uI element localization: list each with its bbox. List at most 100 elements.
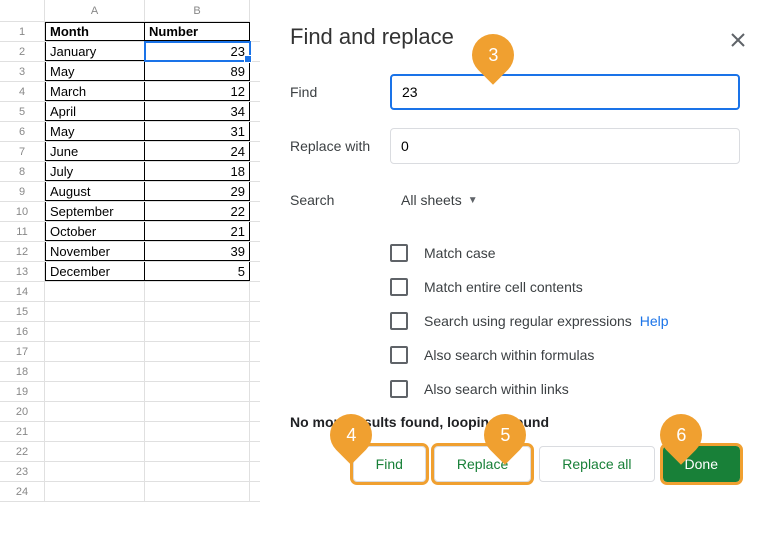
table-row-empty: 20 bbox=[0, 402, 260, 422]
cell-number[interactable]: 24 bbox=[145, 142, 250, 161]
cell-empty[interactable] bbox=[145, 402, 250, 421]
cell-number[interactable]: 21 bbox=[145, 222, 250, 241]
cell-empty[interactable] bbox=[45, 282, 145, 301]
cell-month[interactable]: May bbox=[45, 122, 145, 141]
row-number[interactable]: 1 bbox=[0, 22, 45, 41]
cell-month[interactable]: March bbox=[45, 82, 145, 101]
cell-number[interactable]: 39 bbox=[145, 242, 250, 261]
cell-number[interactable]: 18 bbox=[145, 162, 250, 181]
row-number[interactable]: 24 bbox=[0, 482, 45, 501]
cell-empty[interactable] bbox=[45, 342, 145, 361]
checkbox-icon bbox=[390, 244, 408, 262]
cell-month[interactable]: December bbox=[45, 262, 145, 281]
column-header-row: A B bbox=[0, 0, 260, 22]
cell-empty[interactable] bbox=[45, 482, 145, 501]
table-row: 12November39 bbox=[0, 242, 260, 262]
table-row: 13December5 bbox=[0, 262, 260, 282]
cell-empty[interactable] bbox=[145, 362, 250, 381]
cell-number[interactable]: 31 bbox=[145, 122, 250, 141]
cell-empty[interactable] bbox=[45, 302, 145, 321]
row-number[interactable]: 4 bbox=[0, 82, 45, 101]
row-number[interactable]: 12 bbox=[0, 242, 45, 261]
close-icon[interactable] bbox=[726, 28, 750, 52]
cell-month[interactable]: November bbox=[45, 242, 145, 261]
check-match-case[interactable]: Match case bbox=[390, 244, 740, 262]
cell-month[interactable]: August bbox=[45, 182, 145, 201]
cell-number[interactable]: 89 bbox=[145, 62, 250, 81]
cell-empty[interactable] bbox=[145, 342, 250, 361]
cell-number[interactable]: 12 bbox=[145, 82, 250, 101]
row-number[interactable]: 19 bbox=[0, 382, 45, 401]
cell-empty[interactable] bbox=[145, 322, 250, 341]
col-header-b[interactable]: B bbox=[145, 0, 250, 22]
cell-number[interactable]: 34 bbox=[145, 102, 250, 121]
check-label: Match case bbox=[424, 245, 496, 261]
table-row: 4March12 bbox=[0, 82, 260, 102]
cell-empty[interactable] bbox=[45, 322, 145, 341]
header-cell-month[interactable]: Month bbox=[45, 22, 145, 41]
cell-empty[interactable] bbox=[145, 302, 250, 321]
cell-month[interactable]: October bbox=[45, 222, 145, 241]
row-number[interactable]: 16 bbox=[0, 322, 45, 341]
dialog-title: Find and replace bbox=[290, 24, 740, 50]
cell-empty[interactable] bbox=[145, 442, 250, 461]
cell-empty[interactable] bbox=[45, 382, 145, 401]
check-label: Also search within formulas bbox=[424, 347, 594, 363]
cell-empty[interactable] bbox=[45, 442, 145, 461]
row-number[interactable]: 10 bbox=[0, 202, 45, 221]
row-number[interactable]: 3 bbox=[0, 62, 45, 81]
row-number[interactable]: 13 bbox=[0, 262, 45, 281]
check-regex[interactable]: Search using regular expressions Help bbox=[390, 312, 740, 330]
row-number[interactable]: 22 bbox=[0, 442, 45, 461]
header-row: 1 Month Number bbox=[0, 22, 260, 42]
table-row: 7June24 bbox=[0, 142, 260, 162]
check-links[interactable]: Also search within links bbox=[390, 380, 740, 398]
cell-empty[interactable] bbox=[145, 282, 250, 301]
row-number[interactable]: 8 bbox=[0, 162, 45, 181]
col-header-a[interactable]: A bbox=[45, 0, 145, 22]
row-number[interactable]: 6 bbox=[0, 122, 45, 141]
header-cell-number[interactable]: Number bbox=[145, 22, 250, 41]
cell-empty[interactable] bbox=[145, 422, 250, 441]
cell-empty[interactable] bbox=[145, 462, 250, 481]
row-number[interactable]: 20 bbox=[0, 402, 45, 421]
cell-empty[interactable] bbox=[45, 422, 145, 441]
row-number[interactable]: 14 bbox=[0, 282, 45, 301]
row-number[interactable]: 2 bbox=[0, 42, 45, 61]
table-row-empty: 17 bbox=[0, 342, 260, 362]
cell-month[interactable]: January bbox=[45, 42, 145, 61]
search-row: Search All sheets ▼ bbox=[290, 182, 740, 218]
cell-empty[interactable] bbox=[45, 462, 145, 481]
cell-month[interactable]: April bbox=[45, 102, 145, 121]
cell-month[interactable]: May bbox=[45, 62, 145, 81]
row-number[interactable]: 9 bbox=[0, 182, 45, 201]
row-number[interactable]: 21 bbox=[0, 422, 45, 441]
cell-empty[interactable] bbox=[45, 362, 145, 381]
check-formulas[interactable]: Also search within formulas bbox=[390, 346, 740, 364]
cell-number[interactable]: 23 bbox=[145, 42, 250, 61]
cell-empty[interactable] bbox=[145, 382, 250, 401]
row-number[interactable]: 5 bbox=[0, 102, 45, 121]
replace-all-button[interactable]: Replace all bbox=[539, 446, 654, 482]
search-scope-dropdown[interactable]: All sheets ▼ bbox=[390, 182, 489, 218]
row-number[interactable]: 17 bbox=[0, 342, 45, 361]
cell-number[interactable]: 5 bbox=[145, 262, 250, 281]
find-input[interactable] bbox=[390, 74, 740, 110]
table-row: 3May89 bbox=[0, 62, 260, 82]
cell-month[interactable]: September bbox=[45, 202, 145, 221]
table-row-empty: 21 bbox=[0, 422, 260, 442]
cell-empty[interactable] bbox=[45, 402, 145, 421]
row-number[interactable]: 11 bbox=[0, 222, 45, 241]
cell-number[interactable]: 22 bbox=[145, 202, 250, 221]
row-number[interactable]: 15 bbox=[0, 302, 45, 321]
cell-month[interactable]: July bbox=[45, 162, 145, 181]
row-number[interactable]: 7 bbox=[0, 142, 45, 161]
row-number[interactable]: 18 bbox=[0, 362, 45, 381]
cell-number[interactable]: 29 bbox=[145, 182, 250, 201]
cell-month[interactable]: June bbox=[45, 142, 145, 161]
check-match-entire[interactable]: Match entire cell contents bbox=[390, 278, 740, 296]
replace-input[interactable] bbox=[390, 128, 740, 164]
cell-empty[interactable] bbox=[145, 482, 250, 501]
row-number[interactable]: 23 bbox=[0, 462, 45, 481]
help-link[interactable]: Help bbox=[640, 313, 669, 329]
